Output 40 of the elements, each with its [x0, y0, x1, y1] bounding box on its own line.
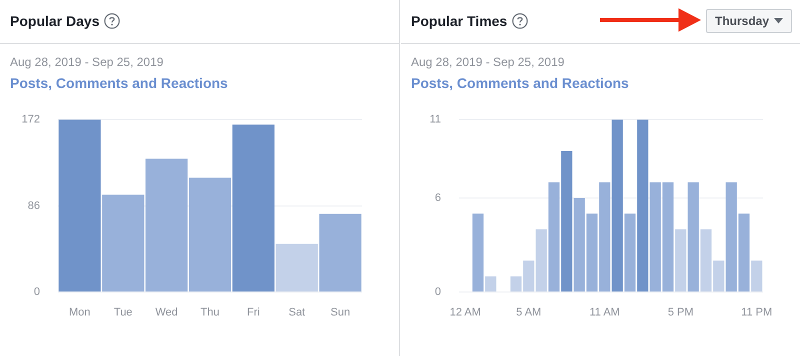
bar [561, 150, 572, 292]
bar [688, 182, 699, 292]
y-axis-title: Posts, Comments and Reactions [10, 75, 228, 91]
y-tick-label: 172 [22, 114, 40, 126]
x-tick-label: Sat [288, 306, 306, 319]
bar [612, 120, 623, 292]
y-tick-label: 0 [434, 286, 441, 298]
bar [751, 260, 762, 292]
x-tick-label: Thu [200, 306, 220, 319]
text: Thursday [714, 14, 769, 28]
chart-subtitle: Aug 28, 2019 - Sep 25, 2019 [10, 55, 164, 69]
bar [232, 124, 274, 292]
y-tick-label: 0 [34, 286, 40, 298]
bar [58, 120, 101, 292]
bar [624, 214, 636, 292]
x-tick-label: Sun [330, 306, 350, 319]
x-tick-label: Tue [114, 306, 132, 319]
x-tick-label: 12 AM [450, 306, 481, 319]
x-tick-label: Mon [69, 306, 90, 319]
chart-title: Popular Times [411, 13, 508, 29]
y-axis-title: Posts, Comments and Reactions [411, 75, 629, 91]
bar [637, 120, 648, 292]
y-tick-label: 86 [28, 200, 40, 212]
y-tick-label: 11 [430, 114, 441, 126]
x-tick-label: 11 PM [741, 306, 772, 319]
bar [536, 229, 547, 292]
y-tick-label: 6 [434, 192, 441, 204]
chart-subtitle: Aug 28, 2019 - Sep 25, 2019 [411, 55, 564, 69]
x-tick-label: Wed [155, 306, 178, 319]
bar [319, 214, 362, 292]
bar [675, 229, 686, 292]
x-tick-label: 5 AM [516, 306, 542, 319]
x-tick-label: Fri [247, 306, 260, 319]
bar [485, 276, 496, 292]
bar [472, 214, 484, 292]
x-tick-label: 5 PM [668, 306, 694, 319]
chart-title: Popular Days [10, 13, 100, 29]
bar [548, 182, 560, 292]
x-tick-label: 11 AM [589, 306, 620, 319]
bar [276, 244, 318, 292]
